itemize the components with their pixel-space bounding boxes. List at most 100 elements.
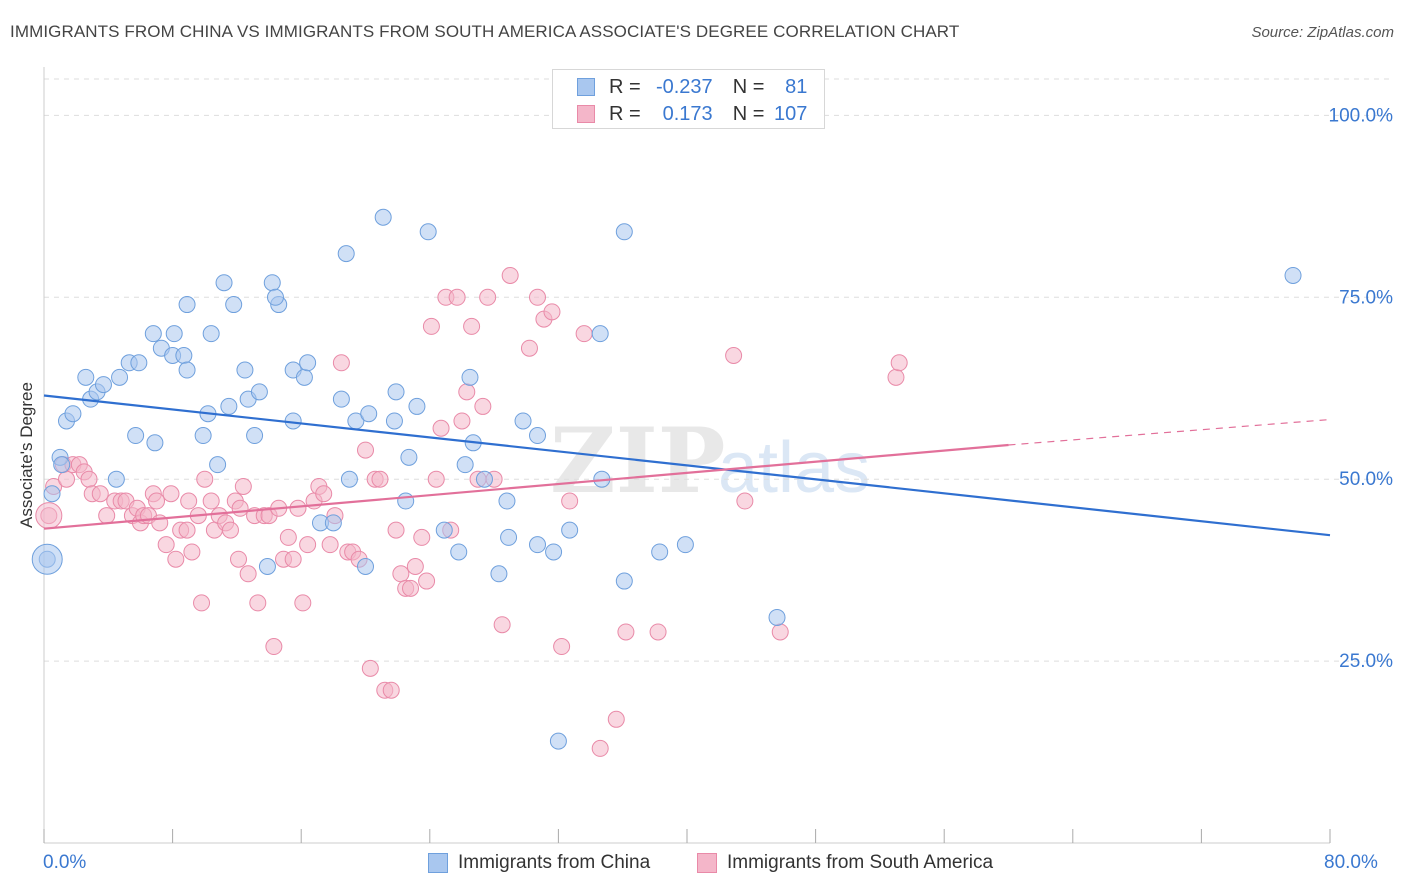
china-point xyxy=(266,288,284,306)
china-point xyxy=(475,470,493,488)
china-point xyxy=(295,368,313,386)
south-america-point xyxy=(529,288,547,306)
south-america-point xyxy=(167,550,185,568)
south-america-point xyxy=(234,477,252,495)
china-point xyxy=(220,397,238,415)
south-america-point xyxy=(649,623,667,641)
china-point xyxy=(1284,266,1302,284)
south-america-point xyxy=(357,441,374,459)
south-america-point xyxy=(493,616,511,634)
south-america-point xyxy=(887,368,905,386)
south-america-point xyxy=(422,317,440,335)
legend-label-china: Immigrants from China xyxy=(458,852,651,873)
south-america-point xyxy=(196,470,214,488)
south-america-point xyxy=(501,266,519,284)
south-america-point xyxy=(361,659,379,677)
y-tick-label: 100.0% xyxy=(1329,105,1394,126)
china-point xyxy=(250,383,268,401)
china-point xyxy=(209,456,227,474)
chart-title: IMMIGRANTS FROM CHINA VS IMMIGRANTS FROM… xyxy=(10,22,960,41)
y-tick-label: 75.0% xyxy=(1339,287,1393,308)
china-point xyxy=(651,543,669,561)
south-america-point xyxy=(448,288,466,306)
south-america-point xyxy=(392,565,410,583)
china-point xyxy=(31,543,63,575)
china-point xyxy=(360,405,378,423)
china-point xyxy=(144,325,162,343)
south-america-point xyxy=(178,521,196,539)
china-swatch xyxy=(577,78,595,96)
south-america-point xyxy=(221,521,239,539)
south-america-point xyxy=(148,492,166,510)
south-america-point xyxy=(35,502,63,530)
china-point xyxy=(374,208,392,226)
south-america-point xyxy=(231,499,249,517)
n-label: N = xyxy=(732,75,765,98)
china-point xyxy=(340,470,358,488)
stats-legend: R = -0.237 N = 81 R = 0.173 N = 107 xyxy=(552,69,825,129)
south-america-point xyxy=(458,383,476,401)
south-america-point xyxy=(474,397,492,415)
south-america-point xyxy=(299,536,317,554)
china-point xyxy=(43,485,61,503)
y-axis-label: Associate's Degree xyxy=(17,382,36,528)
south-america-point xyxy=(239,565,257,583)
legend-item-china: Immigrants from China xyxy=(428,852,650,874)
south-america-point xyxy=(382,681,400,699)
china-point xyxy=(53,456,71,474)
south-america-point xyxy=(284,550,302,568)
south-america-point xyxy=(91,485,109,503)
china-point xyxy=(357,558,374,576)
china-point xyxy=(178,361,196,379)
r-label: R = xyxy=(609,75,641,98)
china-point xyxy=(408,397,426,415)
south-america-point xyxy=(575,325,593,343)
china-point xyxy=(246,427,264,445)
legend-label-south-america: Immigrants from South America xyxy=(727,852,994,873)
china-point xyxy=(225,296,243,314)
china-point xyxy=(324,514,342,532)
south-america-point xyxy=(736,492,754,510)
china-point xyxy=(676,536,694,554)
china-legend-swatch xyxy=(428,853,448,873)
china-point xyxy=(490,565,508,583)
south-america-point xyxy=(80,470,98,488)
china-point xyxy=(529,427,547,445)
china-trend-line xyxy=(43,394,1331,537)
n-value-south-america: 107 xyxy=(774,102,808,125)
china-point xyxy=(111,368,129,386)
china-point xyxy=(450,543,468,561)
stats-row-china: R = -0.237 N = 81 xyxy=(577,75,807,99)
south-america-point xyxy=(479,288,497,306)
south-america-point xyxy=(230,550,248,568)
china-point xyxy=(514,412,532,430)
china-point xyxy=(397,492,415,510)
south-america-point xyxy=(453,412,471,430)
china-point xyxy=(258,558,276,576)
china-point xyxy=(545,543,563,561)
x-tick-max: 80.0% xyxy=(1324,852,1378,873)
stats-row-south-america: R = 0.173 N = 107 xyxy=(577,102,807,126)
china-point xyxy=(400,448,418,466)
china-point xyxy=(337,245,355,263)
south-america-point xyxy=(180,492,198,510)
south-america-point xyxy=(162,485,180,503)
china-point xyxy=(107,470,125,488)
china-point xyxy=(615,223,633,241)
south-america-point xyxy=(418,572,436,590)
china-point xyxy=(236,361,254,379)
china-point xyxy=(146,434,164,452)
south-america-point xyxy=(771,623,789,641)
south-america-point xyxy=(202,492,220,510)
south-america-point xyxy=(617,623,635,641)
china-point xyxy=(194,427,212,445)
china-point xyxy=(175,346,193,364)
south-america-point xyxy=(561,492,579,510)
south-america-point xyxy=(157,536,175,554)
china-point xyxy=(127,427,145,445)
south-america-point xyxy=(289,499,307,517)
south-america-point xyxy=(193,594,211,612)
china-point xyxy=(435,521,453,539)
china-point xyxy=(768,608,786,626)
china-point xyxy=(202,325,220,343)
